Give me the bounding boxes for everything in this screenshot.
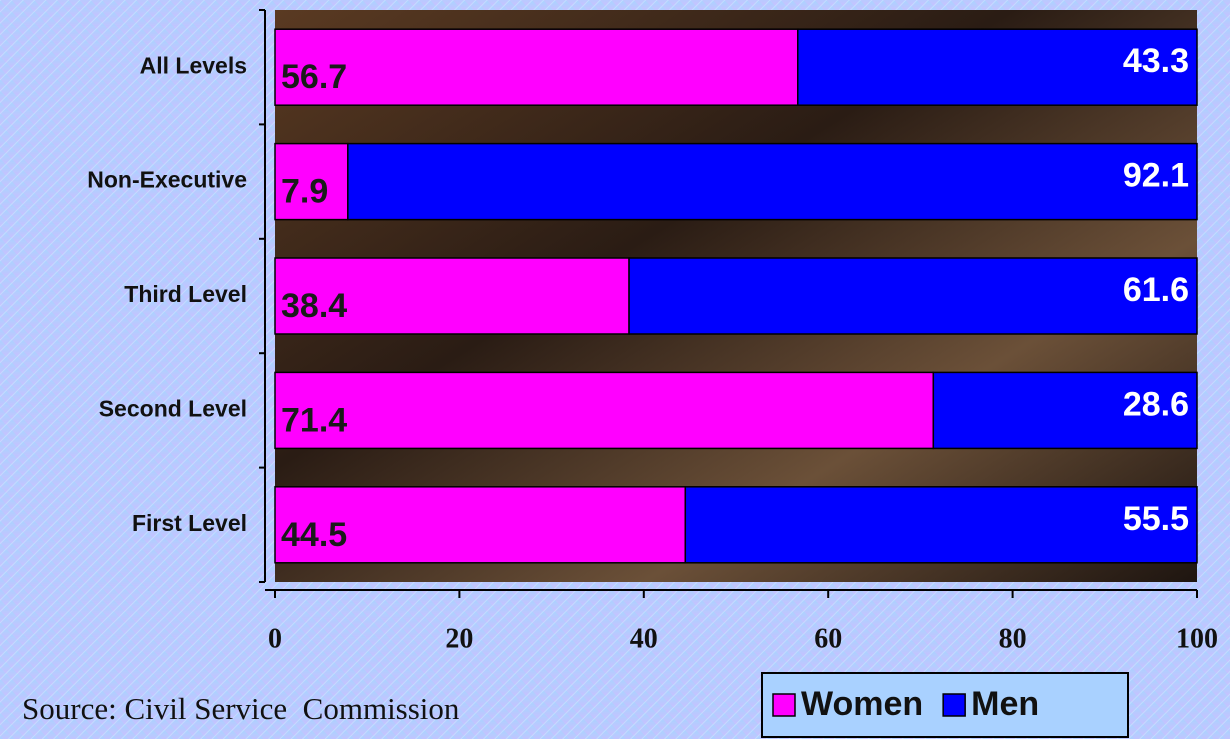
- value-label: 7.9: [281, 173, 328, 211]
- legend-label: Men: [971, 685, 1039, 723]
- x-tick-label: 20: [445, 623, 473, 654]
- category-label: Third Level: [124, 281, 247, 307]
- category-label: All Levels: [140, 52, 247, 78]
- value-label: 44.5: [281, 516, 347, 554]
- category-label: Non-Executive: [87, 167, 247, 193]
- legend-label: Women: [801, 685, 923, 723]
- bar-segment: [275, 372, 933, 448]
- source-note: Source: Civil Service Commission: [22, 691, 460, 726]
- value-label: 55.5: [1123, 500, 1189, 538]
- bar-segment: [275, 29, 798, 105]
- bar-segment: [685, 487, 1197, 563]
- x-tick-label: 40: [630, 623, 658, 654]
- value-label: 38.4: [281, 287, 347, 325]
- category-label: First Level: [132, 510, 247, 536]
- chart: Source: Civil Service Commission 0 20 40 60…: [0, 0, 1230, 739]
- x-tick-label: 0: [268, 623, 282, 654]
- x-tick-label: 100: [1176, 623, 1218, 654]
- value-label: 56.7: [281, 58, 347, 96]
- legend-swatch: [943, 694, 965, 716]
- bar-segment: [348, 144, 1197, 220]
- x-tick-label: 60: [814, 623, 842, 654]
- value-label: 28.6: [1123, 385, 1189, 423]
- value-label: 92.1: [1123, 157, 1189, 195]
- bar-segment: [629, 258, 1197, 334]
- value-label: 61.6: [1123, 271, 1189, 309]
- x-tick-label: 80: [999, 623, 1027, 654]
- value-label: 71.4: [281, 401, 347, 439]
- legend-swatch: [773, 694, 795, 716]
- value-label: 43.3: [1123, 42, 1189, 80]
- category-label: Second Level: [99, 395, 247, 421]
